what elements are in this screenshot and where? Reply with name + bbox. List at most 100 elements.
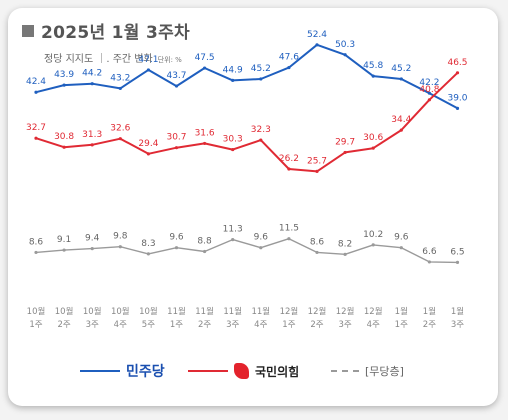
- data-point-0-2: [90, 82, 94, 86]
- data-point-2-15: [455, 260, 460, 264]
- x-tick-month-12: 12월: [364, 306, 383, 317]
- data-point-0-14: [427, 91, 431, 95]
- data-label-0-11: 50.3: [335, 40, 355, 50]
- data-label-1-10: 25.7: [307, 156, 327, 166]
- data-label-1-12: 30.6: [363, 133, 383, 143]
- chart-subtitle: 정당 지지도 ｜. 주간 변화: [44, 54, 153, 65]
- x-tick-month-11: 12월: [336, 306, 355, 317]
- data-point-1-10: [315, 169, 319, 173]
- x-tick-week-9: 1주: [282, 320, 295, 330]
- data-label-0-2: 44.2: [82, 69, 102, 79]
- data-label-0-4: 47.1: [138, 55, 158, 65]
- series-line-2: [35, 237, 458, 264]
- x-tick-week-11: 3주: [338, 320, 351, 330]
- legend-item-ind: [무당층]: [331, 358, 404, 384]
- data-point-2-0: [34, 250, 38, 255]
- legend-line-ppp: [188, 370, 228, 372]
- data-label-2-1: 9.1: [57, 235, 71, 245]
- data-label-0-1: 43.9: [54, 70, 74, 80]
- x-tick-week-14: 2주: [423, 320, 436, 330]
- data-point-1-15: [455, 71, 460, 75]
- data-point-2-12: [371, 243, 375, 247]
- legend-item-ppp: 국민의힘: [188, 358, 299, 384]
- legend-label-dem: 민주당: [126, 364, 165, 380]
- data-label-2-10: 8.6: [310, 237, 325, 247]
- x-tick-week-6: 2주: [198, 320, 211, 330]
- data-point-0-11: [343, 53, 347, 57]
- data-point-0-7: [231, 78, 235, 82]
- x-tick-month-5: 11월: [167, 306, 186, 317]
- data-point-2-4: [146, 252, 150, 256]
- x-tick-week-15: 3주: [451, 320, 464, 330]
- data-label-2-2: 9.4: [85, 234, 100, 244]
- data-point-2-7: [231, 238, 235, 242]
- data-point-1-11: [343, 150, 347, 155]
- data-label-1-0: 32.7: [26, 123, 46, 133]
- data-point-0-3: [118, 86, 122, 91]
- data-label-0-3: 43.2: [110, 73, 130, 83]
- data-point-1-0: [34, 136, 38, 140]
- data-point-1-13: [399, 128, 403, 132]
- data-point-2-6: [203, 249, 207, 254]
- data-point-2-5: [174, 246, 179, 250]
- data-point-1-5: [174, 146, 179, 150]
- data-point-0-0: [34, 90, 38, 94]
- data-label-2-7: 11.3: [223, 225, 243, 235]
- data-point-0-1: [62, 83, 66, 87]
- data-label-1-5: 30.7: [166, 133, 186, 143]
- data-point-0-13: [399, 77, 403, 81]
- legend: 민주당 국민의힘 [무당층]: [8, 358, 498, 384]
- data-point-2-14: [427, 260, 431, 264]
- data-label-1-14: 40.8: [419, 85, 439, 95]
- data-point-0-9: [287, 65, 291, 70]
- x-tick-month-7: 11월: [223, 306, 242, 317]
- x-tick-month-0: 10월: [27, 306, 46, 317]
- x-tick-week-8: 4주: [254, 320, 267, 330]
- chart-title: 2025년 1월 3주차: [41, 23, 190, 43]
- data-point-2-3: [118, 245, 122, 249]
- data-point-1-3: [118, 137, 122, 141]
- data-label-0-6: 47.5: [195, 53, 215, 63]
- data-label-0-12: 45.8: [363, 61, 383, 71]
- data-point-2-13: [399, 246, 403, 250]
- data-label-0-5: 43.7: [166, 71, 186, 81]
- x-tick-week-2: 3주: [86, 320, 99, 330]
- x-tick-week-3: 4주: [114, 320, 127, 330]
- x-tick-month-8: 11월: [251, 306, 270, 317]
- data-point-1-4: [146, 152, 150, 156]
- x-tick-week-12: 4주: [367, 320, 380, 330]
- data-point-1-7: [231, 147, 235, 152]
- data-point-0-5: [174, 84, 179, 88]
- data-point-0-4: [146, 68, 150, 72]
- x-tick-month-2: 10월: [83, 306, 102, 317]
- legend-label-ind: [무당층]: [365, 365, 404, 378]
- data-point-1-12: [371, 146, 375, 150]
- x-tick-week-4: 5주: [142, 320, 155, 330]
- x-tick-month-6: 11월: [195, 306, 214, 317]
- title-row: 2025년 1월 3주차: [22, 18, 190, 43]
- data-point-2-9: [287, 237, 291, 241]
- data-label-0-8: 45.2: [251, 64, 271, 74]
- data-label-0-0: 42.4: [26, 77, 46, 87]
- x-tick-month-15: 1월: [451, 306, 464, 317]
- data-point-1-2: [90, 143, 94, 147]
- chart-card: 2025년 1월 3주차 정당 지지도 ｜. 주간 변화 단위: % 42.4 43…: [8, 8, 498, 406]
- data-label-1-3: 32.6: [110, 124, 130, 134]
- data-label-2-11: 8.2: [338, 239, 352, 249]
- x-tick-month-3: 10월: [111, 306, 130, 317]
- ppp-logo-icon: [234, 363, 249, 379]
- x-tick-week-1: 2주: [57, 320, 70, 330]
- data-label-1-13: 34.4: [391, 115, 411, 125]
- data-point-2-10: [315, 250, 319, 255]
- data-label-0-13: 45.2: [391, 64, 411, 74]
- x-tick-week-10: 2주: [310, 320, 323, 330]
- data-point-0-8: [259, 77, 263, 81]
- data-label-0-14: 42.2: [419, 78, 439, 88]
- data-point-1-14: [427, 98, 431, 102]
- x-tick-month-9: 12월: [280, 306, 299, 317]
- data-label-0-10: 52.4: [307, 30, 327, 40]
- data-label-1-4: 29.4: [138, 139, 158, 149]
- series-line-0: [35, 43, 458, 110]
- data-point-2-1: [62, 248, 66, 252]
- data-label-1-2: 31.3: [82, 130, 102, 140]
